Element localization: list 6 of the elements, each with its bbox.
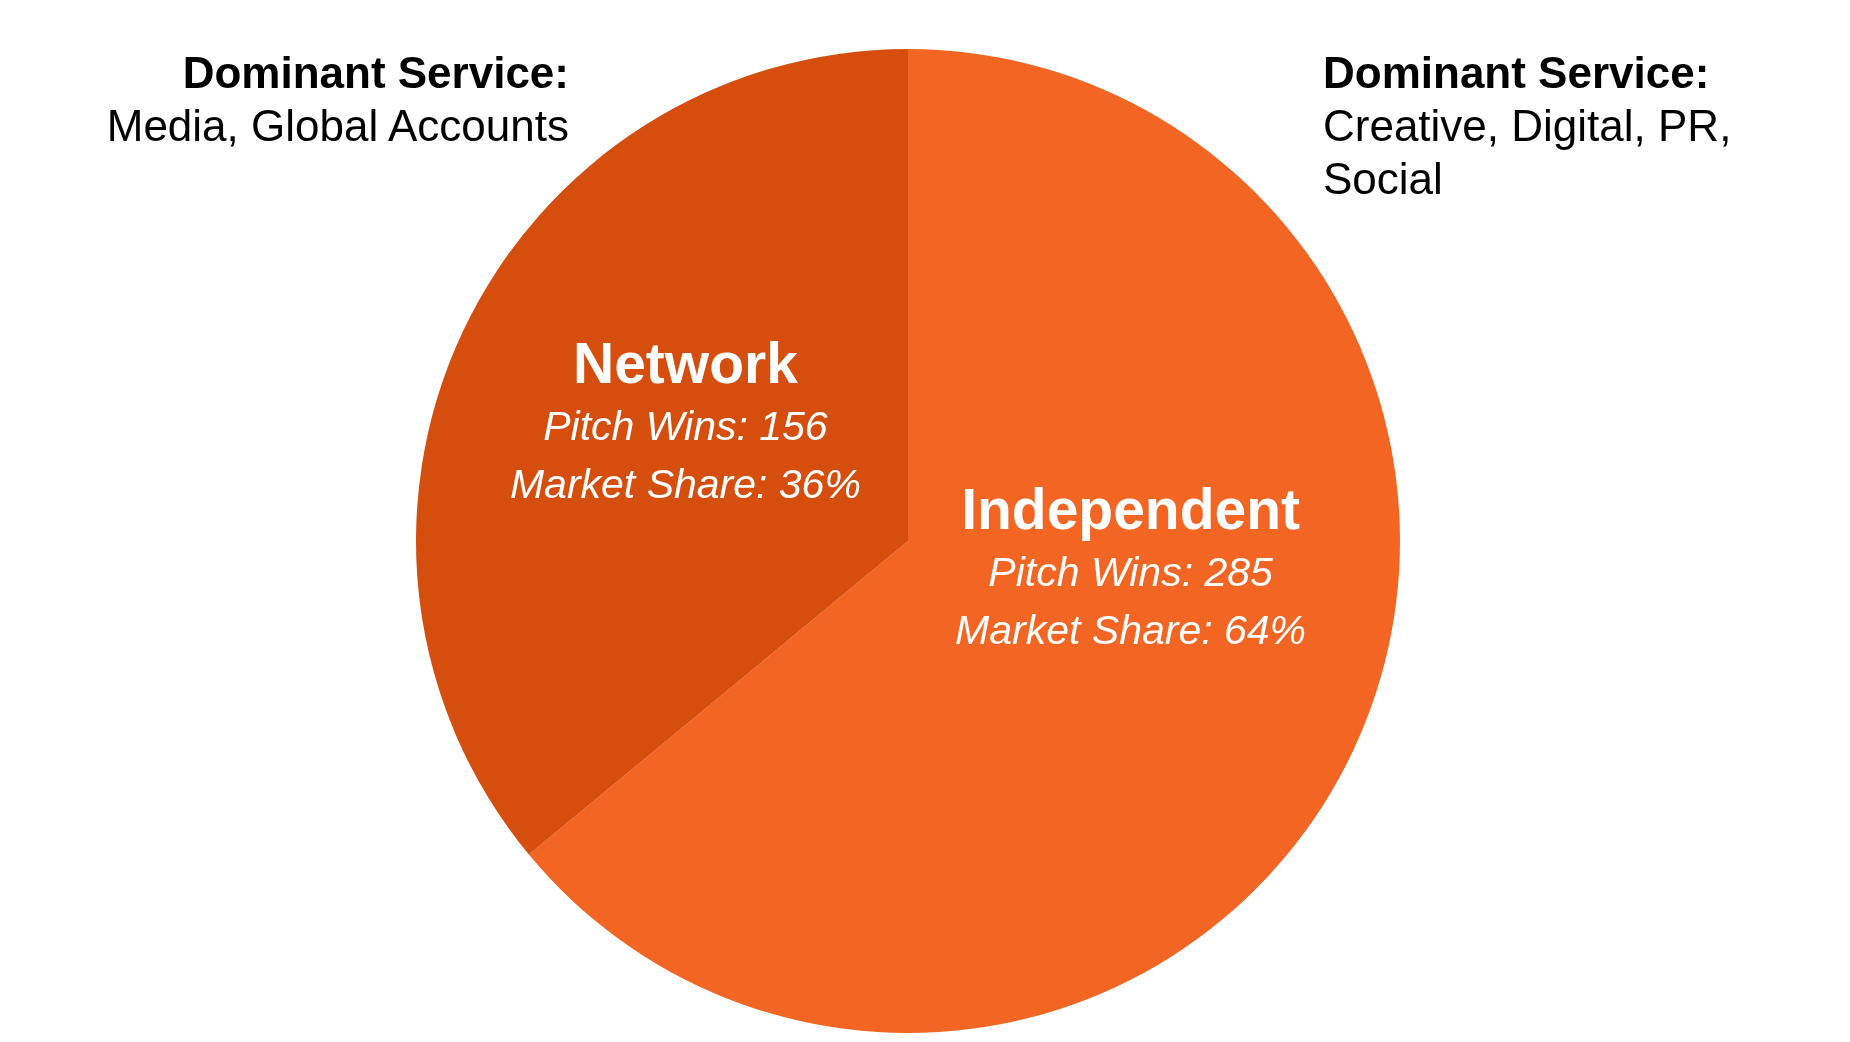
slice-label: Independent <box>961 477 1301 542</box>
text: Dominant Service: Creative, Digital, PR, Social <box>1323 48 1732 203</box>
data-label: Pitch Wins: 156 Market Share: 36% <box>509 402 861 507</box>
slice-label: Network <box>572 330 799 395</box>
data-label: Pitch Wins: 285 Market Share: 64% <box>955 549 1307 654</box>
text: Dominant Service: Media, Global Accounts <box>106 48 569 150</box>
